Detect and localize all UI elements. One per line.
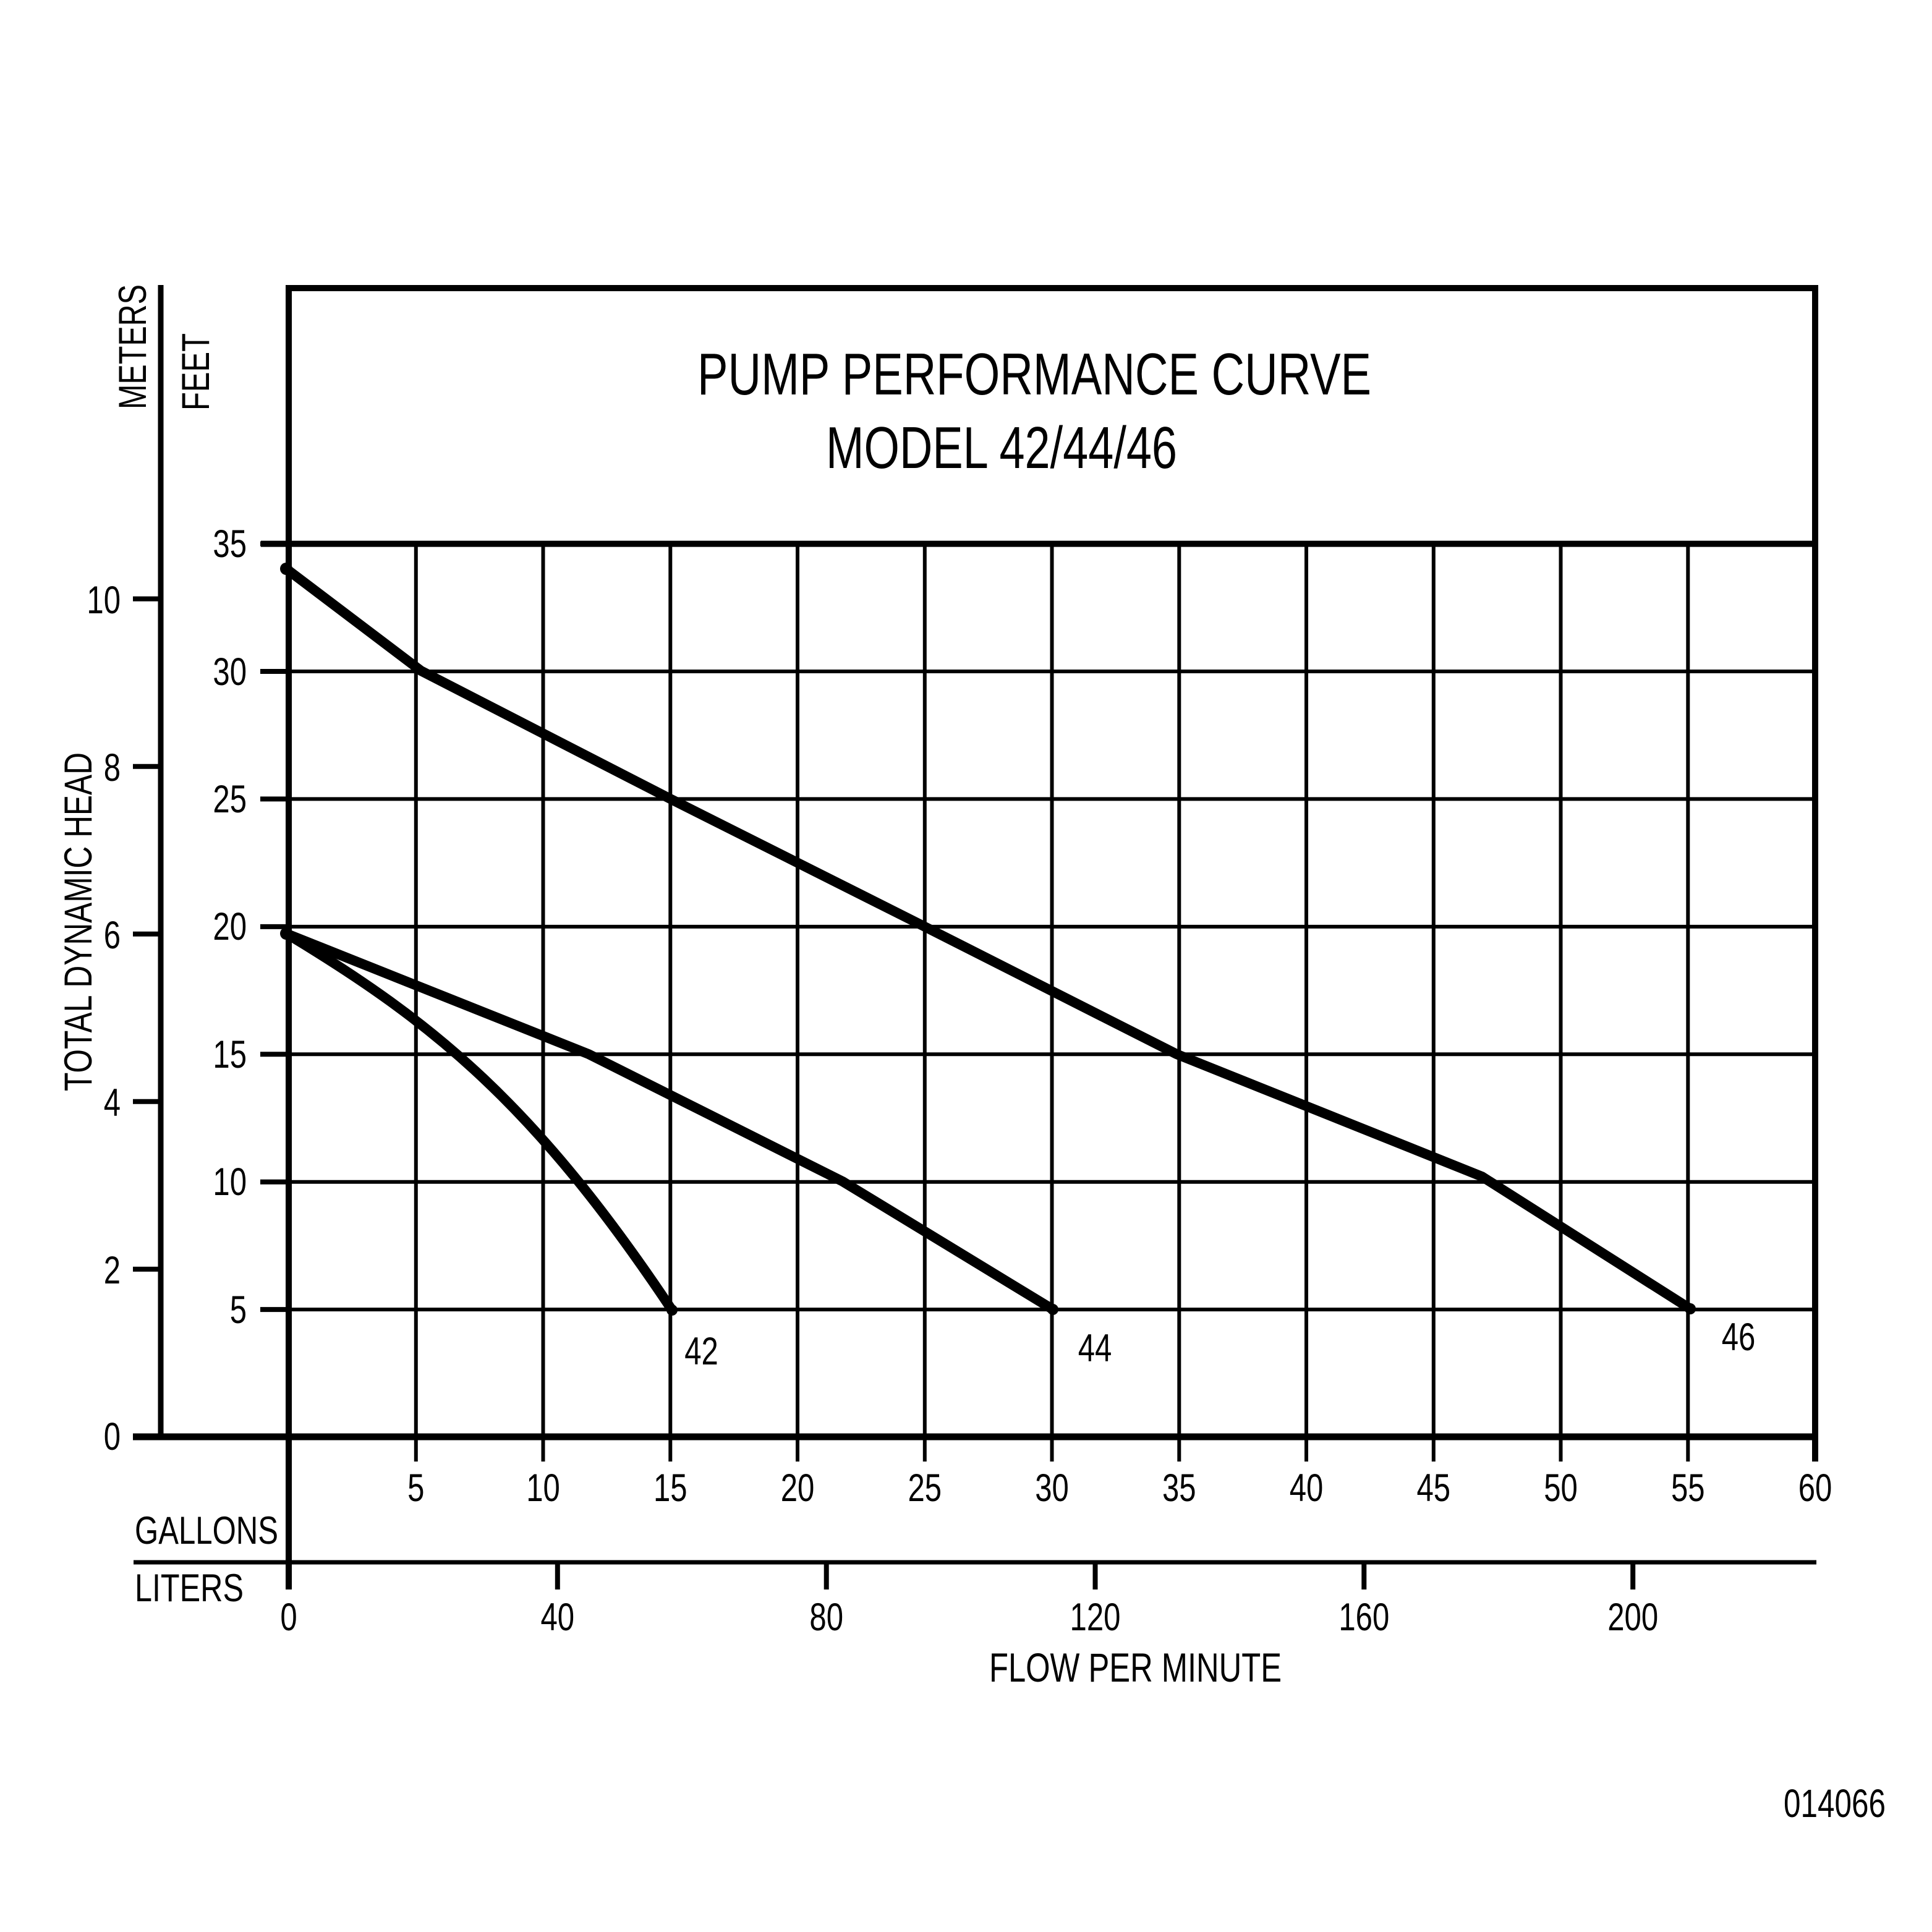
svg-text:160: 160: [1338, 1596, 1389, 1639]
svg-text:46: 46: [1722, 1316, 1756, 1359]
svg-text:8: 8: [104, 746, 121, 789]
svg-text:0: 0: [104, 1415, 121, 1458]
svg-text:55: 55: [1671, 1466, 1705, 1510]
svg-text:25: 25: [213, 778, 247, 821]
svg-text:0: 0: [280, 1596, 297, 1639]
svg-text:30: 30: [213, 650, 247, 694]
svg-text:20: 20: [781, 1466, 815, 1510]
svg-text:20: 20: [213, 905, 247, 948]
svg-text:35: 35: [213, 522, 247, 566]
svg-text:45: 45: [1417, 1466, 1451, 1510]
svg-text:10: 10: [213, 1160, 247, 1204]
svg-text:5: 5: [230, 1288, 247, 1332]
svg-text:15: 15: [213, 1033, 247, 1076]
svg-text:42: 42: [684, 1330, 718, 1373]
svg-text:TOTAL DYNAMIC HEAD: TOTAL DYNAMIC HEAD: [57, 752, 100, 1091]
svg-text:FLOW PER MINUTE: FLOW PER MINUTE: [989, 1645, 1282, 1690]
svg-text:200: 200: [1607, 1596, 1658, 1639]
svg-text:60: 60: [1798, 1466, 1832, 1510]
svg-text:6: 6: [104, 914, 121, 957]
svg-text:30: 30: [1035, 1466, 1069, 1510]
svg-text:5: 5: [407, 1466, 424, 1510]
svg-text:METERS: METERS: [111, 284, 155, 409]
svg-text:40: 40: [541, 1596, 575, 1639]
svg-text:120: 120: [1070, 1596, 1121, 1639]
svg-text:50: 50: [1544, 1466, 1578, 1510]
svg-text:15: 15: [653, 1466, 687, 1510]
svg-text:GALLONS: GALLONS: [135, 1509, 278, 1552]
svg-text:80: 80: [809, 1596, 843, 1639]
svg-text:MODEL 42/44/46: MODEL 42/44/46: [826, 415, 1177, 481]
svg-text:LITERS: LITERS: [135, 1567, 244, 1610]
svg-text:35: 35: [1162, 1466, 1196, 1510]
svg-text:2: 2: [104, 1249, 121, 1292]
svg-text:PUMP PERFORMANCE CURVE: PUMP PERFORMANCE CURVE: [697, 341, 1371, 407]
svg-text:40: 40: [1290, 1466, 1324, 1510]
svg-text:4: 4: [104, 1081, 121, 1125]
svg-text:FEET: FEET: [174, 333, 218, 411]
svg-text:10: 10: [526, 1466, 560, 1510]
svg-text:25: 25: [908, 1466, 942, 1510]
svg-text:014066: 014066: [1784, 1781, 1886, 1826]
svg-text:44: 44: [1078, 1327, 1112, 1370]
svg-text:10: 10: [87, 579, 121, 622]
